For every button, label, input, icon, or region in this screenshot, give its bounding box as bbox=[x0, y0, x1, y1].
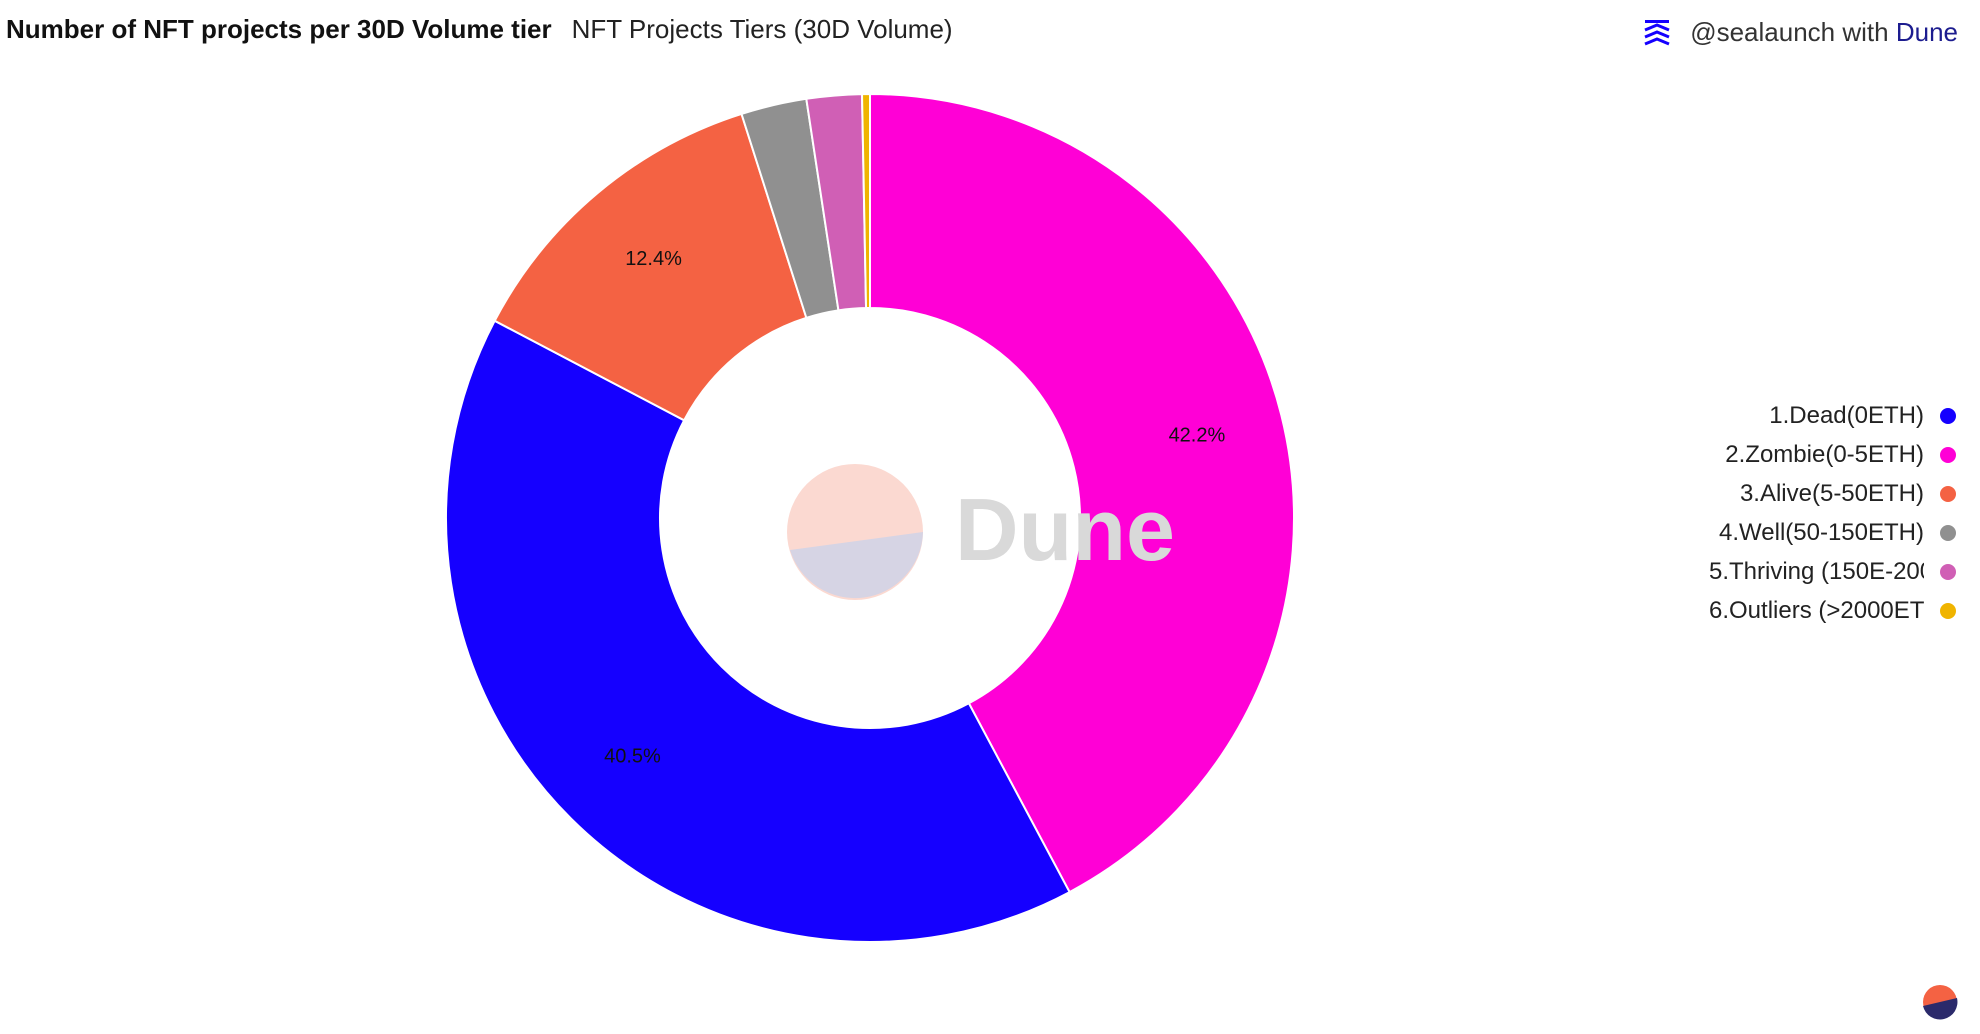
legend-swatch bbox=[1940, 407, 1956, 424]
donut-slice[interactable] bbox=[493, 112, 808, 422]
donut-slices bbox=[445, 92, 1295, 943]
legend-swatch bbox=[1940, 563, 1956, 580]
attribution-handle[interactable]: @sealaunch bbox=[1690, 16, 1836, 47]
chart-title: Number of NFT projects per 30D Volume ti… bbox=[6, 14, 552, 44]
dune-corner-logo-icon[interactable] bbox=[1922, 984, 1958, 1020]
legend-item[interactable]: 6.Outliers (>2000ETH) bbox=[1709, 595, 1956, 626]
legend-swatch bbox=[1940, 524, 1956, 541]
chart-subtitle: NFT Projects Tiers (30D Volume) bbox=[571, 14, 953, 44]
legend-swatch bbox=[1940, 602, 1956, 619]
legend-label: 1.Dead(0ETH) bbox=[1769, 401, 1924, 429]
legend-item[interactable]: 1.Dead(0ETH) bbox=[1709, 400, 1956, 431]
legend-label: 5.Thriving (150E-2000ETH) bbox=[1709, 557, 1924, 585]
slice-labels: 42.2% 40.5% 12.4% bbox=[604, 248, 1225, 767]
donut-slice[interactable] bbox=[445, 319, 1071, 943]
attribution[interactable]: @sealaunch with Dune bbox=[1642, 14, 1958, 50]
slice-percent-label: 42.2% bbox=[1169, 425, 1226, 447]
legend-item[interactable]: 5.Thriving (150E-2000ETH) bbox=[1709, 556, 1956, 587]
legend-swatch bbox=[1940, 485, 1956, 502]
legend-item[interactable]: 2.Zombie(0-5ETH) bbox=[1709, 439, 1956, 470]
watermark-circle-bottom bbox=[790, 532, 923, 599]
slice-percent-label: 40.5% bbox=[604, 745, 661, 767]
donut-slice[interactable] bbox=[869, 92, 1295, 894]
legend-label: 4.Well(50-150ETH) bbox=[1719, 518, 1924, 546]
legend-item[interactable]: 3.Alive(5-50ETH) bbox=[1709, 478, 1956, 509]
chart-legend: 1.Dead(0ETH) 2.Zombie(0-5ETH) 3.Alive(5-50… bbox=[1709, 400, 1956, 626]
legend-label: 2.Zombie(0-5ETH) bbox=[1725, 440, 1924, 468]
attribution-with: with bbox=[1842, 16, 1889, 47]
donut-slice[interactable] bbox=[860, 92, 871, 310]
legend-label: 6.Outliers (>2000ETH) bbox=[1709, 596, 1924, 624]
slice-percent-label: 12.4% bbox=[625, 248, 682, 270]
legend-swatch bbox=[1940, 446, 1956, 463]
attribution-brand[interactable]: Dune bbox=[1895, 16, 1958, 47]
chart-header: Number of NFT projects per 30D Volume ti… bbox=[6, 14, 953, 50]
legend-label: 3.Alive(5-50ETH) bbox=[1739, 479, 1924, 507]
sealaunch-logo-icon bbox=[1644, 20, 1670, 46]
watermark-text: Dune bbox=[955, 480, 1175, 579]
dune-watermark: Dune bbox=[787, 464, 1175, 600]
attribution-text[interactable]: @sealaunch with Dune bbox=[1690, 17, 1958, 48]
legend-item[interactable]: 4.Well(50-150ETH) bbox=[1709, 517, 1956, 548]
